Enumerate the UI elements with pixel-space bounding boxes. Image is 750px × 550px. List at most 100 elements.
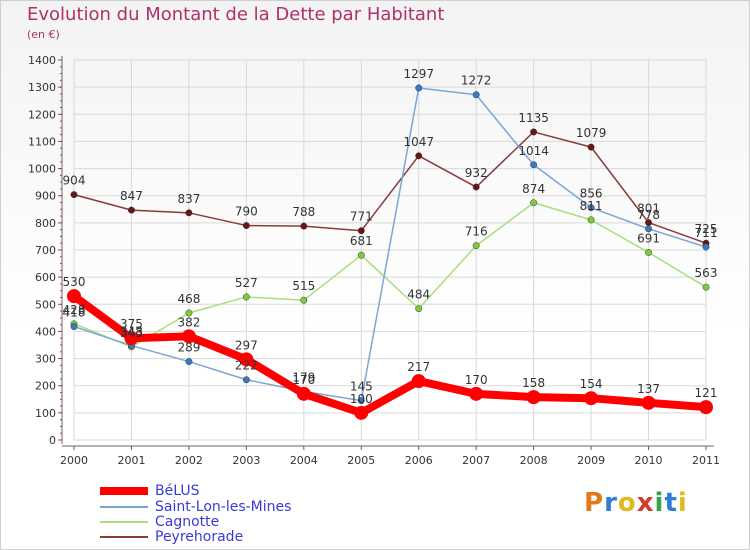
legend-label-belus: BéLUS [155,483,200,499]
data-label-1: 711 [695,226,718,240]
x-tick-label: 2004 [290,454,318,467]
data-label-1: 856 [580,187,603,201]
x-tick-label: 2005 [347,454,375,467]
data-label-2: 468 [177,292,200,306]
data-label-0: 382 [177,315,200,329]
y-tick-label: 1100 [28,135,56,148]
data-label-0: 154 [580,377,603,391]
data-label-1: 222 [235,359,258,373]
y-tick-label: 600 [35,271,56,284]
x-tick-label: 2010 [635,454,663,467]
data-label-2: 874 [522,182,545,196]
data-label-2: 811 [580,199,603,213]
data-label-1: 348 [120,325,143,339]
legend-swatch-peyrehorade [100,536,148,538]
data-label-0: 217 [407,360,430,374]
data-point-2 [472,242,480,250]
y-tick-label: 1200 [28,108,56,121]
data-label-1: 1272 [461,74,492,88]
data-point-2 [702,283,710,291]
y-tick-label: 1300 [28,81,56,94]
chart-title: Evolution du Montant de la Dette par Hab… [27,4,445,25]
data-point-3 [357,227,365,235]
data-point-0 [181,329,196,344]
proxiti-logo: Proxiti [584,488,688,518]
data-point-2 [185,309,193,317]
y-tick-label: 100 [35,407,56,420]
data-point-2 [415,305,423,313]
data-point-2 [242,293,250,301]
y-tick-label: 500 [35,298,56,311]
data-label-3: 1135 [518,111,549,125]
data-point-1 [185,358,193,366]
data-point-2 [645,248,652,256]
y-tick-label: 1400 [28,54,56,67]
y-tick-label: 200 [35,380,56,393]
data-label-3: 801 [637,202,660,216]
data-label-2: 428 [63,303,86,317]
data-label-0: 121 [695,386,718,400]
data-label-0: 297 [235,338,258,352]
data-label-3: 788 [292,205,315,219]
data-label-3: 847 [120,189,143,203]
data-label-3: 904 [63,174,86,188]
data-label-2: 691 [637,231,660,245]
data-point-1 [242,376,250,384]
y-tick-label: 900 [35,190,56,203]
data-point-0 [584,391,599,406]
data-label-3: 725 [695,222,718,236]
data-point-3 [415,152,423,160]
data-point-0 [124,331,139,346]
x-tick-label: 2011 [692,454,720,467]
data-point-2 [530,199,538,207]
data-point-0 [699,400,713,415]
data-label-0: 170 [465,373,488,387]
legend-item-cagnotte: Cagnotte [100,514,360,531]
data-label-0: 158 [522,376,545,390]
data-point-1 [587,204,595,212]
data-point-1 [530,161,538,169]
data-point-0 [67,289,81,304]
data-label-3: 932 [465,166,488,180]
data-label-0: 137 [637,382,660,396]
data-point-3 [128,206,135,214]
series-line-2 [73,202,707,348]
data-point-3 [472,183,480,191]
data-label-3: 837 [177,192,200,206]
data-point-2 [357,251,365,259]
data-point-2 [587,216,595,224]
data-label-2: 515 [292,279,315,293]
x-tick-label: 2008 [520,454,548,467]
data-label-1: 145 [350,380,373,394]
legend-label-peyrehorade: Peyrehorade [155,529,244,545]
data-point-1 [645,225,652,233]
data-label-1: 1297 [403,67,434,81]
series-line-3 [73,131,707,244]
legend-item-peyrehorade: Peyrehorade [100,529,360,546]
x-tick-label: 2001 [117,454,145,467]
data-point-3 [587,143,595,151]
data-label-1: 778 [637,208,660,222]
data-label-2: 484 [407,288,430,302]
series-line-0 [70,292,710,417]
data-label-3: 790 [235,205,258,219]
data-point-0 [469,386,484,401]
data-label-2: 343 [120,326,143,340]
x-tick-label: 2006 [405,454,433,467]
series-line-1 [73,87,707,402]
x-tick-label: 2002 [175,454,203,467]
legend-item-belus: BéLUS [100,483,360,500]
data-point-0 [526,390,541,405]
data-label-1: 418 [63,306,86,320]
data-point-1 [415,84,423,92]
y-tick-label: 400 [35,325,56,338]
legend-item-saint-lon: Saint-Lon-les-Mines [100,499,360,516]
x-tick-label: 2003 [232,454,260,467]
data-point-0 [354,405,369,420]
data-point-0 [296,386,311,401]
data-label-2: 681 [350,234,373,248]
data-point-0 [239,352,254,367]
data-label-0: 375 [120,317,143,331]
data-label-2: 527 [235,276,258,290]
data-label-3: 1047 [403,135,434,149]
